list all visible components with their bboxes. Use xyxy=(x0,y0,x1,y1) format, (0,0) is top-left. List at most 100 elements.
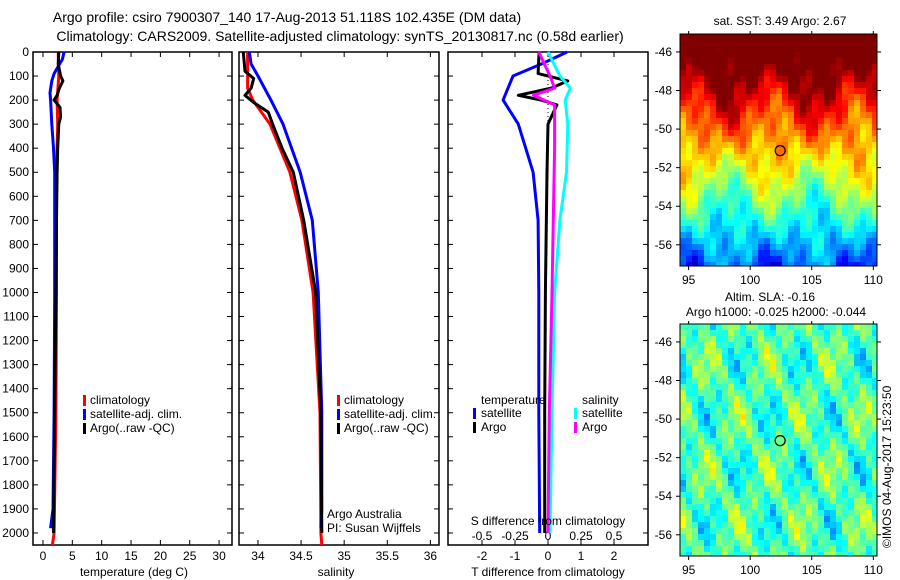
sla-map-cell xyxy=(866,450,872,456)
sst-map-cell xyxy=(692,178,698,184)
sst-map-cell xyxy=(764,76,770,82)
sst-map-cell xyxy=(824,190,830,196)
sst-map-cell xyxy=(770,190,776,196)
sla-map-cell xyxy=(752,366,758,372)
sst-map-cell xyxy=(680,208,686,214)
sla-map-cell xyxy=(782,372,788,378)
sst-map-cell xyxy=(680,58,686,64)
sst-map-cell xyxy=(872,160,877,166)
sla-map-cell xyxy=(806,426,812,432)
sst-map-cell xyxy=(788,160,794,166)
sla-map-cell xyxy=(746,330,752,336)
sst-map-cell xyxy=(722,196,728,202)
sst-map-cell xyxy=(728,196,734,202)
sst-map-cell xyxy=(722,190,728,196)
sla-map-cell xyxy=(788,402,794,408)
sla-map-cell xyxy=(794,534,800,540)
sla-map-cell xyxy=(836,516,842,522)
sla-map-cell xyxy=(860,522,866,528)
sst-map-cell xyxy=(722,184,728,190)
sla-map-cell xyxy=(746,450,752,456)
sst-map-cell xyxy=(866,88,872,94)
sst-map-cell xyxy=(788,148,794,154)
sst-map-cell xyxy=(806,220,812,226)
sla-map-cell xyxy=(776,408,782,414)
sst-map-cell xyxy=(746,136,752,142)
sst-map-cell xyxy=(728,40,734,46)
sla-map-cell xyxy=(812,396,818,402)
sla-map-cell xyxy=(752,456,758,462)
sst-map-cell xyxy=(770,232,776,238)
sla-map-cell xyxy=(854,402,860,408)
sla-map-cell xyxy=(728,384,734,390)
sst-map-cell xyxy=(734,106,740,112)
sst-map-cell xyxy=(872,106,877,112)
sst-map-cell xyxy=(872,148,877,154)
sst-map-cell xyxy=(746,178,752,184)
sst-map-cell xyxy=(722,106,728,112)
sla-map-cell xyxy=(698,408,704,414)
sla-map-cell xyxy=(746,456,752,462)
sst-map-cell xyxy=(788,94,794,100)
sla-map-cell xyxy=(794,384,800,390)
sst-map-cell xyxy=(800,226,806,232)
sla-map-cell xyxy=(752,516,758,522)
sla-map-cell xyxy=(842,444,848,450)
sla-map-cell xyxy=(764,360,770,366)
sla-map-cell xyxy=(824,414,830,420)
sla-map-cell xyxy=(830,528,836,534)
sla-map-cell xyxy=(710,324,716,330)
sla-map-cell xyxy=(734,366,740,372)
sst-map-cell xyxy=(740,34,746,40)
sla-map-cell xyxy=(680,438,686,444)
sla-map-cell xyxy=(692,546,698,552)
sla-map-cell xyxy=(692,534,698,540)
sst-map-cell xyxy=(734,244,740,250)
sla-map-cell xyxy=(794,450,800,456)
sla-map-cell xyxy=(728,474,734,480)
sst-map-cell xyxy=(734,70,740,76)
sla-map-cell xyxy=(776,468,782,474)
sst-map-cell xyxy=(722,100,728,106)
sst-map-cell xyxy=(746,142,752,148)
sst-map-cell xyxy=(710,34,716,40)
sla-map-cell xyxy=(794,426,800,432)
sla-map-cell xyxy=(770,330,776,336)
sla-map-cell xyxy=(866,402,872,408)
sla-map-cell xyxy=(758,414,764,420)
sla-map-cell xyxy=(860,480,866,486)
sst-map-cell xyxy=(842,118,848,124)
sst-map-cell xyxy=(800,58,806,64)
sla-map-cell xyxy=(680,330,686,336)
sla-map-cell xyxy=(872,348,877,354)
sla-map-cell xyxy=(872,468,877,474)
sla-map-cell xyxy=(752,414,758,420)
sst-map-cell xyxy=(830,52,836,58)
sla-map-cell xyxy=(782,414,788,420)
sla-map-cell xyxy=(692,384,698,390)
sla-map-cell xyxy=(860,426,866,432)
sla-map-cell xyxy=(692,552,698,556)
sla-map-cell xyxy=(848,330,854,336)
sla-map-cell xyxy=(776,480,782,486)
sla-map-cell xyxy=(824,378,830,384)
sst-map-cell xyxy=(752,64,758,70)
sst-map-cell xyxy=(752,136,758,142)
sst-map-cell xyxy=(698,166,704,172)
sla-map-cell xyxy=(866,498,872,504)
sla-map-cell xyxy=(758,396,764,402)
sst-map-cell xyxy=(830,250,836,256)
sla-map-cell xyxy=(782,348,788,354)
sst-map-cell xyxy=(872,82,877,88)
sla-map-cell xyxy=(794,468,800,474)
sst-map-cell xyxy=(854,256,860,262)
sst-map-cell xyxy=(758,148,764,154)
x-tick-label: 5 xyxy=(69,549,76,563)
sst-map-cell xyxy=(824,52,830,58)
legend-label: Argo(..raw -QC) xyxy=(90,421,175,435)
sst-map-cell xyxy=(836,64,842,70)
sst-map-cell xyxy=(758,100,764,106)
sst-map-cell xyxy=(872,202,877,208)
sst-map-cell xyxy=(782,130,788,136)
sst-map-cell xyxy=(716,76,722,82)
